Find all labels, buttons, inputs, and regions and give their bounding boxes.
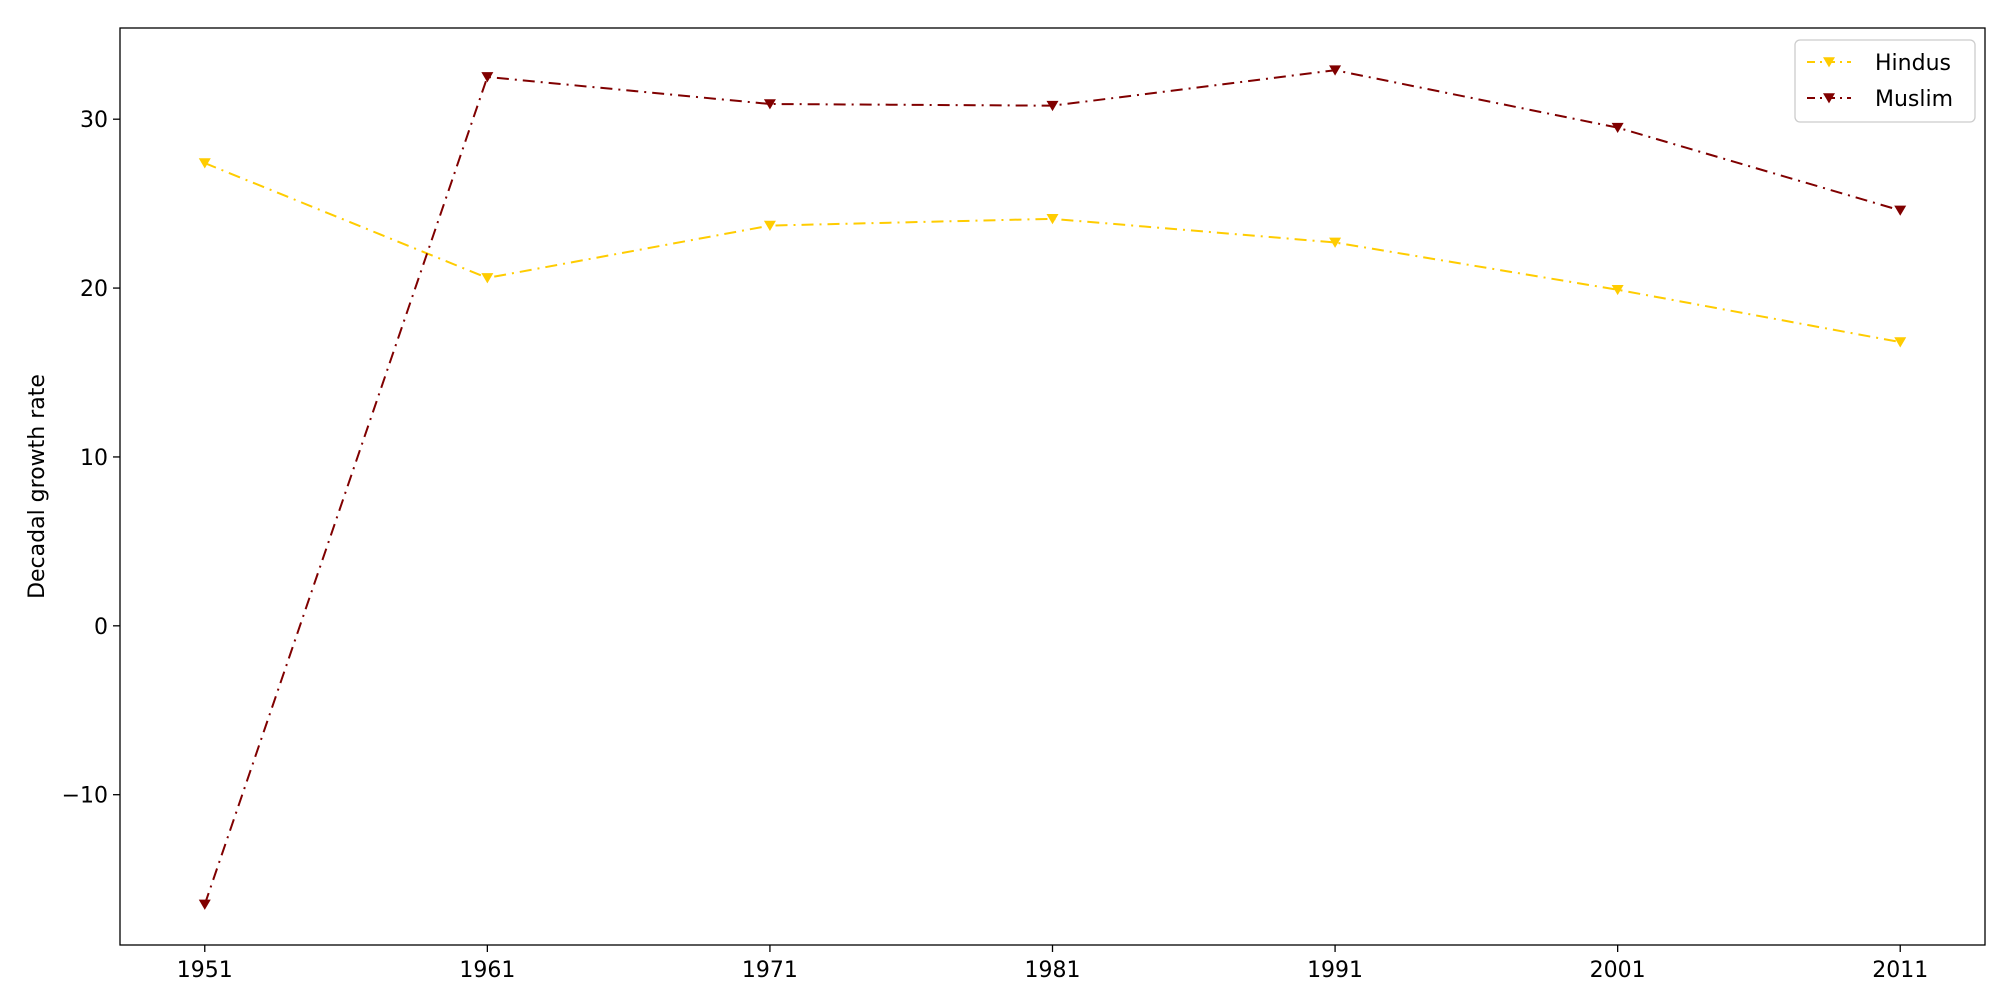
- y-axis: −10 0 10 20 30: [62, 108, 120, 809]
- data-point: [763, 99, 776, 110]
- y-tick-label: −10: [62, 784, 108, 809]
- plot-area: [198, 65, 1907, 910]
- x-tick-label: 1971: [742, 958, 798, 983]
- data-point: [1046, 100, 1059, 112]
- y-tick-label: 0: [94, 615, 108, 640]
- y-tick-label: 20: [80, 277, 108, 302]
- x-tick-label: 1981: [1025, 958, 1081, 983]
- y-tick-label: 10: [80, 446, 108, 471]
- x-tick-label: 1961: [459, 958, 515, 983]
- series-hindus: [198, 158, 1907, 348]
- legend-box: [1794, 39, 1976, 123]
- x-axis: 1951 1961 1971 1981 1991 2001 2011: [177, 945, 1928, 983]
- data-point: [481, 72, 494, 83]
- legend-item: Hindus: [1807, 51, 1951, 76]
- data-point: [198, 899, 211, 910]
- legend-marker: [1823, 57, 1835, 68]
- data-point: [1611, 284, 1624, 296]
- legend-label: Muslim: [1875, 87, 1953, 112]
- series-muslim: [198, 65, 1907, 910]
- y-axis-label: Decadal growth rate: [25, 374, 50, 599]
- x-tick-label: 2001: [1590, 958, 1646, 983]
- data-point: [1329, 65, 1342, 76]
- legend-marker: [1823, 93, 1835, 104]
- x-tick-label: 2011: [1872, 958, 1928, 983]
- y-tick-label: 30: [80, 108, 108, 133]
- data-point: [763, 220, 776, 231]
- data-point: [1611, 122, 1624, 134]
- data-point: [1046, 214, 1059, 225]
- data-point: [1894, 205, 1907, 216]
- x-tick-label: 1991: [1307, 958, 1363, 983]
- x-tick-label: 1951: [177, 958, 233, 983]
- legend: Hindus Muslim: [1794, 39, 1976, 123]
- data-point: [198, 158, 211, 169]
- data-point: [1329, 237, 1342, 248]
- legend-label: Hindus: [1875, 51, 1951, 76]
- data-point: [1894, 337, 1907, 348]
- data-point: [481, 273, 494, 284]
- legend-item: Muslim: [1807, 87, 1953, 112]
